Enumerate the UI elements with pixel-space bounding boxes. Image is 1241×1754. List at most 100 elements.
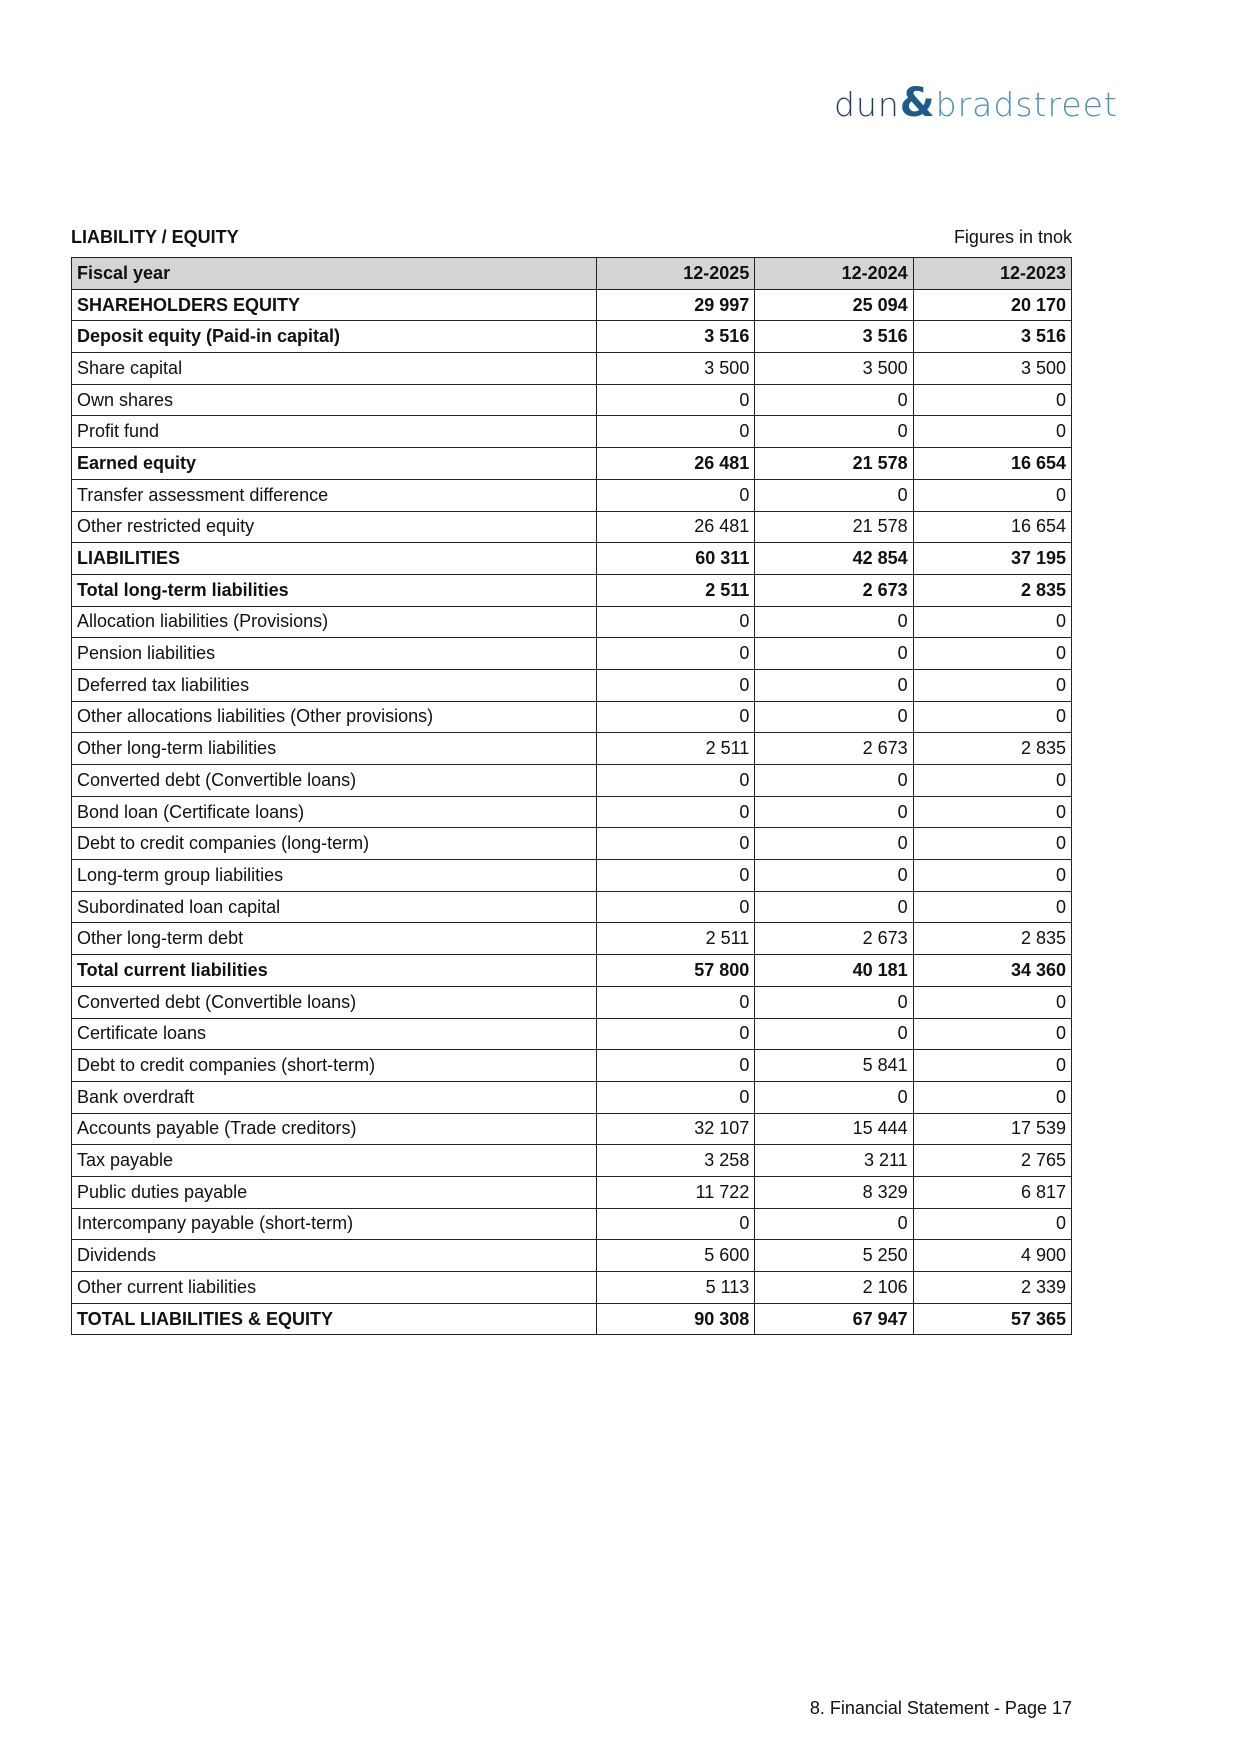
row-label: Share capital [71,352,597,385]
value-cell: 0 [912,859,1073,892]
row-label: Own shares [71,383,597,417]
value-cell: 0 [754,637,914,670]
table-row: Bank overdraft 0 0 0 [71,1080,1073,1114]
dun-bradstreet-logo: dun&bradstreet [834,80,1118,126]
value-cell: 11 722 [595,1175,756,1209]
table-row: Profit fund 0 0 0 [71,415,1073,449]
value-cell: 0 [912,764,1073,797]
row-label: Allocation liabilities (Provisions) [71,605,597,639]
table-row: Other current liabilities 5 113 2 106 2 339 [71,1271,1073,1304]
value-cell: 0 [595,668,756,702]
value-cell: 2 511 [595,922,756,956]
value-cell: 0 [912,827,1073,861]
value-cell: 0 [754,1080,914,1114]
value-cell: 17 539 [912,1112,1073,1146]
value-cell: 21 578 [754,510,914,544]
value-cell: 0 [912,478,1073,512]
table-row: Public duties payable 11 722 8 329 6 817 [71,1175,1073,1209]
row-label: Other long-term liabilities [71,732,597,765]
value-cell: 3 516 [912,320,1073,354]
value-cell: 34 360 [912,954,1073,987]
value-cell: 5 600 [595,1239,756,1272]
table-row: Deferred tax liabilities 0 0 0 [71,668,1073,702]
table-row: Total current liabilities 57 800 40 181 34 … [71,954,1073,987]
value-cell: 57 800 [595,954,756,987]
table-row: Debt to credit companies (short-term) 0 5 … [71,1049,1073,1082]
row-label: Bank overdraft [71,1080,597,1114]
row-label: Public duties payable [71,1175,597,1209]
header-cell: 12-2023 [912,257,1073,290]
value-cell: 2 673 [754,573,914,607]
value-cell: 25 094 [754,288,914,322]
table-row: Converted debt (Convertible loans) 0 0 0 [71,985,1073,1019]
value-cell: 0 [754,700,914,734]
value-cell: 3 500 [912,352,1073,385]
row-label: Other long-term debt [71,922,597,956]
value-cell: 0 [912,605,1073,639]
value-cell: 0 [595,795,756,829]
row-label: Deferred tax liabilities [71,668,597,702]
value-cell: 5 841 [754,1049,914,1082]
value-cell: 2 511 [595,573,756,607]
value-cell: 32 107 [595,1112,756,1146]
value-cell: 0 [754,1017,914,1051]
value-cell: 3 500 [754,352,914,385]
row-label: Pension liabilities [71,637,597,670]
table-row: Earned equity 26 481 21 578 16 654 [71,447,1073,480]
row-label: Total long-term liabilities [71,573,597,607]
row-label: Converted debt (Convertible loans) [71,764,597,797]
row-label: Tax payable [71,1144,597,1177]
value-cell: 0 [912,415,1073,449]
value-cell: 3 211 [754,1144,914,1177]
value-cell: 6 817 [912,1175,1073,1209]
table-row: SHAREHOLDERS EQUITY 29 997 25 094 20 170 [71,288,1073,322]
row-label: Dividends [71,1239,597,1272]
row-label: Subordinated loan capital [71,890,597,924]
value-cell: 67 947 [754,1302,914,1336]
value-cell: 0 [754,795,914,829]
section-title: LIABILITY / EQUITY [71,227,239,247]
table-row: LIABILITIES 60 311 42 854 37 195 [71,542,1073,575]
table-row: Total long-term liabilities 2 511 2 673 2 8… [71,573,1073,607]
table-header-row: Fiscal year 12-2025 12-2024 12-2023 [71,257,1073,290]
value-cell: 0 [595,383,756,417]
row-label: Certificate loans [71,1017,597,1051]
value-cell: 0 [595,478,756,512]
value-cell: 0 [912,637,1073,670]
value-cell: 0 [912,985,1073,1019]
page-footer: 8. Financial Statement - Page 17 [809,1698,1072,1718]
value-cell: 0 [754,415,914,449]
value-cell: 2 511 [595,732,756,765]
value-cell: 40 181 [754,954,914,987]
header-cell: Fiscal year [71,257,597,290]
table-row: Other restricted equity 26 481 21 578 16 65… [71,510,1073,544]
value-cell: 37 195 [912,542,1073,575]
table-row: Tax payable 3 258 3 211 2 765 [71,1144,1073,1177]
value-cell: 0 [754,890,914,924]
row-label: Other current liabilities [71,1271,597,1304]
units-note: Figures in tnok [953,227,1072,247]
value-cell: 29 997 [595,288,756,322]
value-cell: 0 [595,415,756,449]
value-cell: 0 [595,890,756,924]
header-cell: 12-2025 [595,257,756,290]
table-row: Subordinated loan capital 0 0 0 [71,890,1073,924]
row-label: Other restricted equity [71,510,597,544]
value-cell: 0 [754,1207,914,1241]
value-cell: 2 835 [912,922,1073,956]
table-row: Other allocations liabilities (Other pro… [71,700,1073,734]
value-cell: 0 [595,1049,756,1082]
header-cell: 12-2024 [754,257,914,290]
value-cell: 2 339 [912,1271,1073,1304]
table-row: Converted debt (Convertible loans) 0 0 0 [71,764,1073,797]
value-cell: 4 900 [912,1239,1073,1272]
value-cell: 0 [754,605,914,639]
value-cell: 2 765 [912,1144,1073,1177]
row-label: Earned equity [71,447,597,480]
value-cell: 0 [595,637,756,670]
table-row: Share capital 3 500 3 500 3 500 [71,352,1073,385]
value-cell: 16 654 [912,447,1073,480]
value-cell: 0 [595,605,756,639]
value-cell: 0 [595,985,756,1019]
value-cell: 0 [912,890,1073,924]
